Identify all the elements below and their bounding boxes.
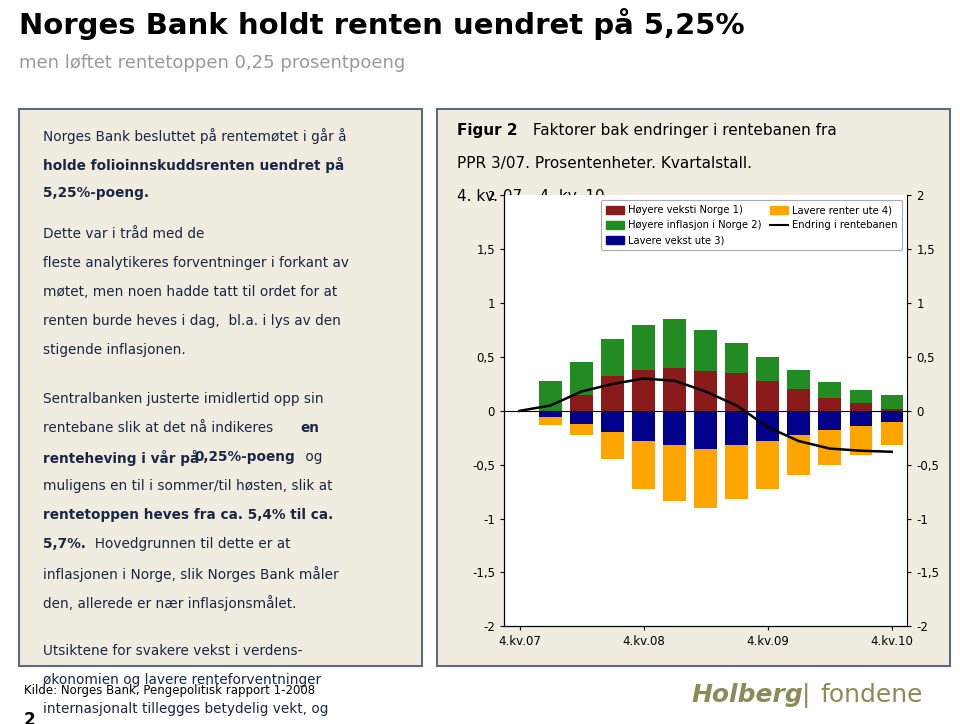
Bar — [663, 319, 685, 368]
Text: 4. kv. 07 – 4. kv. 10: 4. kv. 07 – 4. kv. 10 — [457, 190, 605, 204]
Text: Utsiktene for svakere vekst i verdens-: Utsiktene for svakere vekst i verdens- — [43, 644, 303, 658]
Text: 5,7%.: 5,7%. — [43, 537, 86, 551]
Text: Sentralbanken justerte imidlertid opp sin: Sentralbanken justerte imidlertid opp si… — [43, 392, 324, 406]
Text: Holberg: Holberg — [691, 683, 803, 707]
Bar — [726, 343, 748, 373]
Bar — [787, 390, 810, 411]
Text: internasjonalt tillegges betydelig vekt, og: internasjonalt tillegges betydelig vekt,… — [43, 702, 328, 716]
Text: en: en — [300, 421, 320, 435]
Bar — [756, 357, 779, 381]
Text: |: | — [802, 683, 810, 707]
Bar — [819, 411, 841, 430]
Bar — [756, 381, 779, 411]
Bar — [880, 421, 902, 445]
Text: stigende inflasjonen.: stigende inflasjonen. — [43, 342, 186, 357]
Bar — [633, 370, 655, 411]
Text: Norges Bank besluttet på rentemøtet i går å: Norges Bank besluttet på rentemøtet i gå… — [43, 128, 347, 144]
Text: Norges Bank holdt renten uendret på 5,25%: Norges Bank holdt renten uendret på 5,25… — [19, 8, 745, 40]
Bar — [850, 390, 872, 403]
Bar — [756, 411, 779, 441]
Text: renteheving i vår på: renteheving i vår på — [43, 450, 204, 466]
Bar — [880, 395, 902, 409]
Bar — [787, 370, 810, 390]
Text: møtet, men noen hadde tatt til ordet for at: møtet, men noen hadde tatt til ordet for… — [43, 285, 338, 299]
Text: renten burde heves i dag,  bl.a. i lys av den: renten burde heves i dag, bl.a. i lys av… — [43, 313, 341, 328]
Bar — [726, 373, 748, 411]
Bar — [663, 368, 685, 411]
Text: Faktorer bak endringer i rentebanen fra: Faktorer bak endringer i rentebanen fra — [528, 122, 837, 138]
Bar — [633, 411, 655, 441]
Bar — [819, 430, 841, 465]
Bar — [850, 403, 872, 411]
Bar — [540, 417, 562, 425]
Text: Figur 2: Figur 2 — [457, 122, 518, 138]
Text: PPR 3/07. Prosentenheter. Kvartalstall.: PPR 3/07. Prosentenheter. Kvartalstall. — [457, 156, 753, 171]
Bar — [570, 395, 592, 411]
Text: Kilde: Norges Bank, Pengepolitisk rapport 1-2008: Kilde: Norges Bank, Pengepolitisk rappor… — [24, 684, 315, 697]
Bar — [663, 411, 685, 445]
Bar — [601, 411, 624, 432]
Text: Hovedgrunnen til dette er at: Hovedgrunnen til dette er at — [85, 537, 290, 551]
Bar — [694, 411, 717, 449]
Bar — [880, 409, 902, 411]
Text: den, allerede er nær inflasjonsmålet.: den, allerede er nær inflasjonsmålet. — [43, 595, 297, 611]
Text: 2: 2 — [24, 711, 36, 724]
Bar — [694, 330, 717, 371]
Bar — [540, 381, 562, 411]
Text: økonomien og lavere renteforventninger: økonomien og lavere renteforventninger — [43, 673, 322, 687]
Bar — [570, 424, 592, 434]
Text: fondene: fondene — [821, 683, 924, 707]
Text: og: og — [300, 450, 322, 464]
Bar — [633, 324, 655, 370]
Bar — [540, 411, 562, 417]
Bar — [694, 449, 717, 508]
Bar — [570, 411, 592, 424]
Text: Dette var i tråd med de: Dette var i tråd med de — [43, 227, 204, 240]
Bar — [819, 398, 841, 411]
Bar — [850, 426, 872, 455]
Bar — [633, 441, 655, 489]
Text: rentetoppen heves fra ca. 5,4% til ca.: rentetoppen heves fra ca. 5,4% til ca. — [43, 508, 334, 522]
Bar — [850, 411, 872, 426]
Bar — [694, 371, 717, 411]
Bar — [663, 445, 685, 501]
Text: muligens en til i sommer/til høsten, slik at: muligens en til i sommer/til høsten, sli… — [43, 479, 333, 493]
Text: 5,25%-poeng.: 5,25%-poeng. — [43, 186, 150, 200]
Text: 0,25%-poeng: 0,25%-poeng — [195, 450, 296, 464]
Text: rentebane slik at det nå indikeres: rentebane slik at det nå indikeres — [43, 421, 278, 435]
Bar — [570, 363, 592, 395]
Bar — [601, 376, 624, 411]
Bar — [787, 434, 810, 476]
Bar — [601, 339, 624, 376]
Text: fleste analytikeres forventninger i forkant av: fleste analytikeres forventninger i fork… — [43, 256, 349, 269]
Text: inflasjonen i Norge, slik Norges Bank måler: inflasjonen i Norge, slik Norges Bank må… — [43, 566, 339, 582]
Legend: Høyere veksti Norge 1), Høyere inflasjon i Norge 2), Lavere vekst ute 3), Lavere: Høyere veksti Norge 1), Høyere inflasjon… — [601, 201, 902, 251]
Bar — [601, 432, 624, 459]
Bar — [756, 441, 779, 489]
Bar — [726, 445, 748, 499]
Bar — [819, 382, 841, 398]
Text: holde folioinnskuddsrenten uendret på: holde folioinnskuddsrenten uendret på — [43, 157, 345, 173]
Bar — [880, 411, 902, 421]
Bar — [787, 411, 810, 434]
Bar — [726, 411, 748, 445]
Text: men løftet rentetoppen 0,25 prosentpoeng: men løftet rentetoppen 0,25 prosentpoeng — [19, 54, 405, 72]
